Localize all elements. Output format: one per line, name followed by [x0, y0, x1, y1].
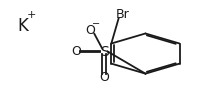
Text: S: S	[100, 44, 108, 59]
Text: O: O	[85, 24, 95, 37]
Text: K: K	[18, 17, 29, 35]
Text: O: O	[99, 71, 109, 84]
Text: +: +	[27, 10, 36, 20]
Text: Br: Br	[115, 8, 129, 21]
Text: O: O	[71, 45, 81, 58]
Text: −: −	[92, 19, 100, 29]
